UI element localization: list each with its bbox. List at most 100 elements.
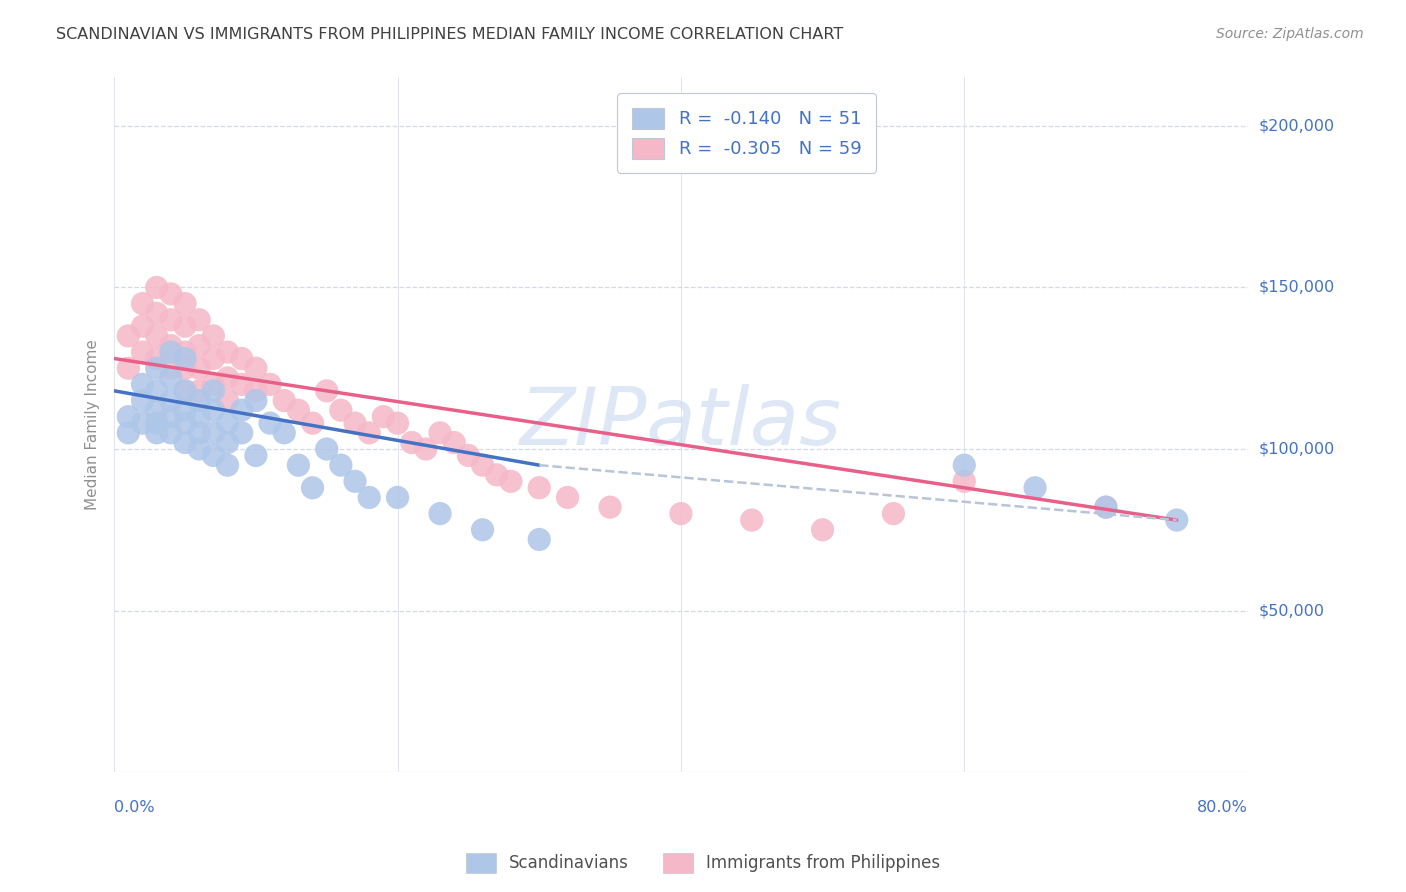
- Point: [373, 409, 395, 424]
- Point: [174, 384, 197, 398]
- Point: [669, 507, 692, 521]
- Point: [231, 351, 253, 366]
- Point: [217, 416, 239, 430]
- Point: [315, 442, 337, 456]
- Point: [160, 338, 183, 352]
- Point: [329, 403, 352, 417]
- Point: [457, 449, 479, 463]
- Text: $50,000: $50,000: [1258, 603, 1324, 618]
- Point: [387, 416, 409, 430]
- Point: [131, 345, 153, 359]
- Point: [245, 384, 267, 398]
- Point: [117, 361, 139, 376]
- Text: Source: ZipAtlas.com: Source: ZipAtlas.com: [1216, 27, 1364, 41]
- Point: [259, 416, 281, 430]
- Point: [259, 377, 281, 392]
- Point: [429, 507, 451, 521]
- Point: [811, 523, 834, 537]
- Point: [131, 416, 153, 430]
- Point: [245, 361, 267, 376]
- Legend: Scandinavians, Immigrants from Philippines: Scandinavians, Immigrants from Philippin…: [460, 847, 946, 880]
- Point: [273, 393, 295, 408]
- Point: [117, 409, 139, 424]
- Point: [145, 425, 167, 440]
- Point: [953, 458, 976, 472]
- Point: [174, 345, 197, 359]
- Point: [217, 393, 239, 408]
- Point: [160, 361, 183, 376]
- Point: [344, 416, 367, 430]
- Point: [301, 416, 323, 430]
- Point: [217, 458, 239, 472]
- Point: [599, 500, 621, 515]
- Point: [174, 403, 197, 417]
- Point: [117, 425, 139, 440]
- Point: [160, 371, 183, 385]
- Point: [188, 442, 211, 456]
- Point: [1095, 500, 1118, 515]
- Point: [188, 361, 211, 376]
- Point: [217, 371, 239, 385]
- Point: [741, 513, 763, 527]
- Point: [202, 384, 225, 398]
- Point: [145, 361, 167, 376]
- Point: [415, 442, 437, 456]
- Point: [202, 425, 225, 440]
- Point: [174, 319, 197, 334]
- Point: [471, 458, 494, 472]
- Text: 80.0%: 80.0%: [1197, 800, 1247, 815]
- Point: [174, 435, 197, 450]
- Point: [401, 435, 423, 450]
- Point: [387, 491, 409, 505]
- Point: [174, 361, 197, 376]
- Point: [174, 296, 197, 310]
- Point: [344, 475, 367, 489]
- Text: $200,000: $200,000: [1258, 119, 1336, 134]
- Point: [188, 409, 211, 424]
- Point: [1024, 481, 1046, 495]
- Text: ZIPatlas: ZIPatlas: [520, 384, 842, 462]
- Point: [188, 425, 211, 440]
- Legend: R =  -0.140   N = 51, R =  -0.305   N = 59: R = -0.140 N = 51, R = -0.305 N = 59: [617, 94, 876, 173]
- Point: [231, 377, 253, 392]
- Text: 0.0%: 0.0%: [114, 800, 155, 815]
- Point: [485, 467, 508, 482]
- Point: [174, 416, 197, 430]
- Point: [174, 384, 197, 398]
- Y-axis label: Median Family Income: Median Family Income: [86, 339, 100, 510]
- Point: [160, 345, 183, 359]
- Point: [202, 377, 225, 392]
- Point: [557, 491, 579, 505]
- Point: [117, 329, 139, 343]
- Point: [245, 393, 267, 408]
- Point: [882, 507, 904, 521]
- Point: [217, 345, 239, 359]
- Point: [174, 351, 197, 366]
- Point: [145, 416, 167, 430]
- Point: [160, 425, 183, 440]
- Point: [188, 384, 211, 398]
- Point: [359, 425, 381, 440]
- Point: [429, 425, 451, 440]
- Point: [202, 351, 225, 366]
- Point: [202, 403, 225, 417]
- Point: [217, 435, 239, 450]
- Point: [529, 481, 551, 495]
- Point: [953, 475, 976, 489]
- Point: [145, 384, 167, 398]
- Point: [131, 393, 153, 408]
- Point: [188, 312, 211, 326]
- Point: [131, 377, 153, 392]
- Point: [273, 425, 295, 440]
- Point: [443, 435, 465, 450]
- Point: [145, 351, 167, 366]
- Point: [231, 425, 253, 440]
- Point: [245, 449, 267, 463]
- Point: [359, 491, 381, 505]
- Point: [202, 449, 225, 463]
- Point: [160, 312, 183, 326]
- Point: [145, 280, 167, 294]
- Text: SCANDINAVIAN VS IMMIGRANTS FROM PHILIPPINES MEDIAN FAMILY INCOME CORRELATION CHA: SCANDINAVIAN VS IMMIGRANTS FROM PHILIPPI…: [56, 27, 844, 42]
- Point: [231, 403, 253, 417]
- Text: $100,000: $100,000: [1258, 442, 1336, 457]
